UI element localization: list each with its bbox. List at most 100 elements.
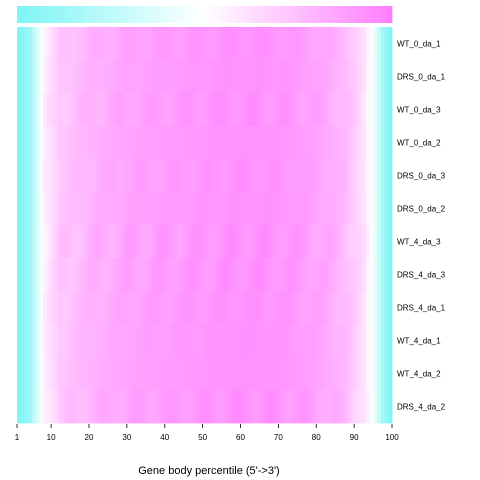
heatmap-cell — [290, 357, 295, 391]
heatmap-cell — [144, 159, 149, 193]
heatmap-cell — [39, 192, 44, 226]
heatmap-cell — [365, 357, 370, 391]
heatmap-cell — [193, 357, 198, 391]
heatmap-cell — [118, 93, 123, 127]
heatmap-cell — [332, 60, 337, 94]
heatmap-cell — [343, 60, 348, 94]
heatmap-cell — [272, 93, 277, 127]
heatmap-cell — [358, 225, 363, 259]
heatmap-cell — [69, 192, 74, 226]
heatmap-cell — [313, 357, 318, 391]
heatmap-cell — [174, 93, 179, 127]
heatmap-cell — [110, 390, 115, 424]
heatmap-cell — [227, 324, 232, 358]
heatmap-cell — [328, 258, 333, 292]
heatmap-cell — [103, 27, 108, 61]
heatmap-cell — [107, 60, 112, 94]
heatmap-cell — [28, 192, 33, 226]
heatmap-cell — [272, 291, 277, 325]
heatmap-cell — [317, 27, 322, 61]
color-key-segment — [148, 6, 153, 23]
heatmap-cell — [245, 60, 250, 94]
heatmap-cell — [129, 126, 134, 160]
heatmap-cell — [373, 225, 378, 259]
heatmap-cell — [302, 225, 307, 259]
heatmap-cell — [114, 357, 119, 391]
heatmap-cell — [320, 324, 325, 358]
heatmap-cell — [62, 27, 67, 61]
heatmap-cell — [204, 291, 209, 325]
heatmap-cell — [137, 390, 142, 424]
heatmap-cell — [185, 60, 190, 94]
color-key-segment — [84, 6, 89, 23]
heatmap-cell — [47, 225, 52, 259]
heatmap-cell — [358, 192, 363, 226]
heatmap-cell — [43, 291, 48, 325]
heatmap-cell — [185, 324, 190, 358]
color-key-segment — [43, 6, 48, 23]
heatmap-cell — [290, 258, 295, 292]
heatmap-cell — [279, 27, 284, 61]
heatmap-cell — [73, 93, 78, 127]
heatmap-cell — [317, 258, 322, 292]
color-key-segment — [159, 6, 164, 23]
heatmap-cell — [227, 291, 232, 325]
row-label: WT_4_da_1 — [397, 337, 441, 346]
heatmap-cell — [125, 60, 130, 94]
heatmap-cell — [32, 27, 37, 61]
heatmap-cell — [193, 27, 198, 61]
heatmap-cell — [20, 357, 25, 391]
heatmap-cell — [223, 60, 228, 94]
heatmap-cell — [155, 291, 160, 325]
heatmap-cell — [219, 159, 224, 193]
heatmap-cell — [230, 93, 235, 127]
heatmap-cell — [182, 258, 187, 292]
heatmap-cell — [200, 60, 205, 94]
heatmap-cell — [305, 357, 310, 391]
heatmap-cell — [204, 225, 209, 259]
heatmap-cell — [125, 93, 130, 127]
heatmap-cell — [144, 93, 149, 127]
heatmap-cell — [65, 258, 70, 292]
heatmap-cell — [317, 60, 322, 94]
heatmap-cell — [272, 60, 277, 94]
heatmap-cell — [335, 258, 340, 292]
heatmap-cell — [215, 60, 220, 94]
heatmap-cell — [242, 324, 247, 358]
heatmap-cell — [122, 159, 127, 193]
heatmap-cell — [212, 324, 217, 358]
heatmap-cell — [174, 60, 179, 94]
heatmap-cell — [95, 27, 100, 61]
heatmap-cell — [335, 159, 340, 193]
heatmap-cell — [305, 390, 310, 424]
heatmap-cell — [200, 258, 205, 292]
heatmap-cell — [377, 225, 382, 259]
heatmap-cell — [335, 324, 340, 358]
heatmap-cell — [324, 225, 329, 259]
heatmap-cell — [43, 324, 48, 358]
heatmap-cell — [159, 258, 164, 292]
heatmap-cell — [332, 93, 337, 127]
row-label: WT_0_da_1 — [397, 40, 441, 49]
heatmap-cell — [65, 357, 70, 391]
heatmap-cell — [328, 324, 333, 358]
heatmap-cell — [88, 93, 93, 127]
heatmap-cell — [223, 324, 228, 358]
heatmap-cell — [174, 324, 179, 358]
heatmap-cell — [324, 291, 329, 325]
heatmap-cell — [208, 126, 213, 160]
heatmap-cell — [384, 390, 389, 424]
heatmap-cell — [380, 93, 385, 127]
heatmap-cell — [380, 192, 385, 226]
heatmap-cell — [99, 324, 104, 358]
heatmap-cell — [320, 126, 325, 160]
color-key-segment — [92, 6, 97, 23]
heatmap-cell — [373, 60, 378, 94]
color-key-segment — [377, 6, 382, 23]
heatmap-cell — [114, 258, 119, 292]
heatmap-cell — [264, 258, 269, 292]
heatmap-cell — [65, 225, 70, 259]
heatmap-cell — [197, 192, 202, 226]
heatmap-cell — [264, 60, 269, 94]
heatmap-cell — [242, 192, 247, 226]
